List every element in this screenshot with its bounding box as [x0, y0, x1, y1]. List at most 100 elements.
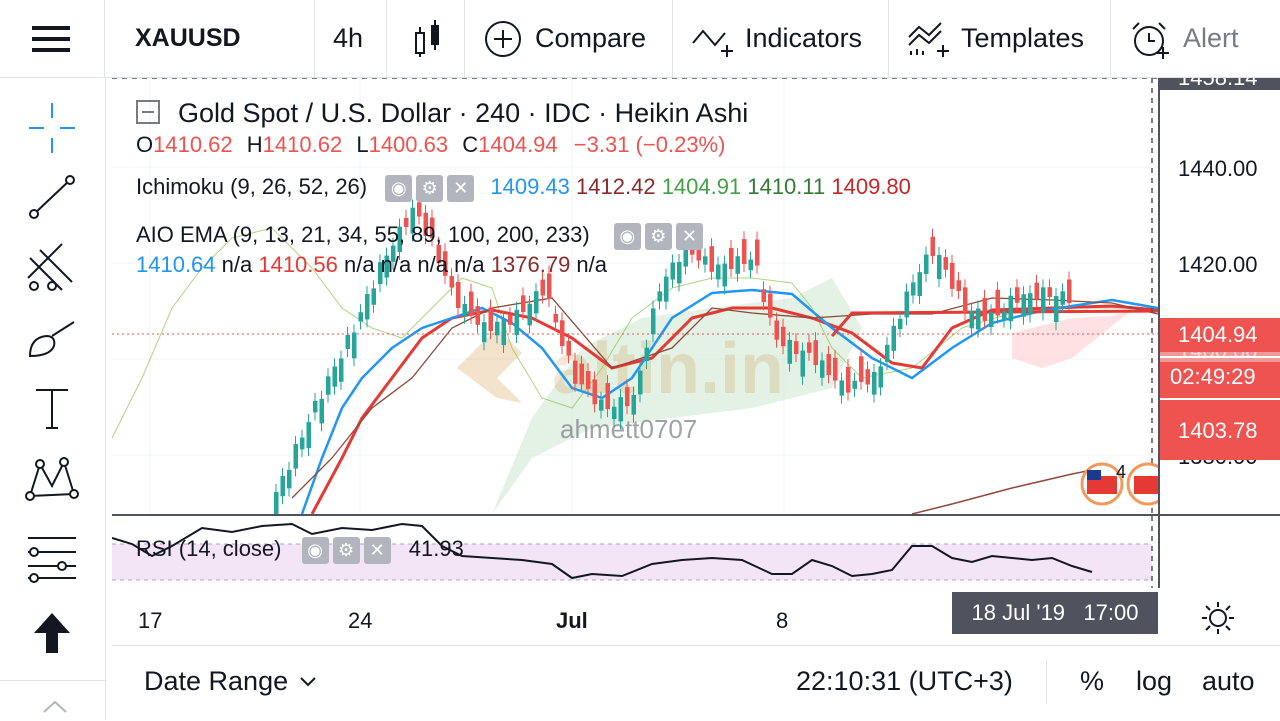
candle-body — [683, 244, 688, 267]
candle-body — [306, 422, 311, 449]
clock[interactable]: 22:10:31 (UTC+3) — [796, 666, 1013, 696]
indicators-button[interactable]: Indicators — [673, 0, 889, 77]
candle-body — [579, 363, 584, 385]
candle-body — [774, 320, 779, 340]
menu-button[interactable] — [0, 0, 105, 77]
candle-body — [384, 255, 389, 278]
current-price-tag: 1404.94 — [1160, 318, 1280, 352]
pattern-icon[interactable] — [22, 448, 82, 508]
time-tick: 24 — [348, 608, 373, 633]
candle-body — [371, 288, 376, 305]
candle-body — [280, 476, 285, 497]
candle-body — [742, 239, 747, 264]
candle-body — [651, 308, 656, 335]
close-icon[interactable]: ✕ — [447, 174, 475, 202]
price-tick: 1420.00 — [1178, 252, 1258, 277]
aio-ema-label: AIO EMA (9, 13, 21, 34, 55, 89, 100, 200… — [136, 222, 590, 247]
close-icon[interactable]: ✕ — [675, 222, 703, 250]
crosshair-icon[interactable] — [22, 98, 82, 158]
high-label: H — [246, 132, 263, 157]
trend-line-icon[interactable] — [22, 168, 82, 228]
ema-red-line — [310, 304, 1158, 514]
alert-button[interactable]: Alert — [1111, 0, 1280, 77]
events-count: 4 — [1116, 462, 1126, 482]
candle-body — [956, 280, 961, 292]
economic-events-badge[interactable]: 4 — [1080, 462, 1158, 506]
rsi-pane[interactable]: RSI (14, close) ◉ ⚙ ✕ 41.93 — [112, 516, 1158, 588]
ichimoku-label: Ichimoku (9, 26, 52, 26) — [136, 174, 368, 199]
price-axis[interactable]: 1458.14 1440.00 1420.00 1380.00 1404.94 … — [1158, 78, 1280, 588]
candle-body — [534, 291, 539, 314]
ichimoku-legend[interactable]: Ichimoku (9, 26, 52, 26) ◉ ⚙ ✕ 1409.43 141… — [136, 174, 911, 202]
candle-body — [891, 325, 896, 351]
candle-body — [748, 259, 753, 271]
candle-body — [865, 369, 870, 385]
candle-body — [456, 281, 461, 308]
ema-value-segment: 1410.64 — [136, 252, 216, 277]
chevron-up-icon[interactable] — [40, 696, 70, 716]
text-tool-icon[interactable] — [22, 378, 82, 438]
auto-toggle[interactable]: auto — [1202, 666, 1255, 696]
rsi-line — [112, 522, 1093, 580]
pane-separator[interactable] — [112, 514, 1280, 516]
candle-body — [1067, 279, 1072, 304]
candle-body — [553, 313, 558, 323]
candle-body — [332, 366, 337, 387]
interval-button[interactable]: 4h — [315, 0, 387, 77]
arrow-up-icon[interactable] — [22, 603, 82, 663]
candle-body — [540, 279, 545, 296]
percent-toggle[interactable]: % — [1080, 666, 1105, 696]
eye-icon[interactable]: ◉ — [613, 222, 641, 250]
candle-body — [852, 380, 857, 389]
sun-icon[interactable] — [1200, 600, 1236, 636]
candle-body — [878, 366, 883, 388]
candle-body — [358, 312, 363, 322]
ema-value-segment: n/a n/a n/a n/a — [337, 252, 491, 277]
templates-button[interactable]: Templates — [889, 0, 1111, 77]
open-value: 1410.62 — [153, 132, 233, 157]
candle-body — [547, 273, 552, 300]
gear-icon[interactable]: ⚙ — [416, 174, 444, 202]
brush-icon[interactable] — [22, 308, 82, 368]
date-range-button[interactable]: Date Range — [144, 666, 318, 697]
low-value: 1400.63 — [368, 132, 449, 157]
eye-icon[interactable]: ◉ — [301, 536, 329, 564]
compare-button[interactable]: Compare — [465, 0, 673, 77]
candle-body — [755, 239, 760, 266]
candle-body — [404, 217, 409, 227]
plus-circle-icon — [485, 20, 521, 57]
time-axis[interactable]: 17 24 Jul 8 18 Jul '19 17:00 — [112, 590, 1158, 645]
symbol-button[interactable]: XAUUSD — [105, 0, 315, 77]
candle-body — [560, 320, 565, 347]
candle-body — [963, 287, 968, 313]
candle-body — [592, 379, 597, 405]
close-label: C — [462, 132, 479, 157]
rsi-legend[interactable]: RSI (14, close) ◉ ⚙ ✕ 41.93 — [136, 536, 464, 564]
candle-body — [911, 282, 916, 296]
close-icon[interactable]: ✕ — [363, 536, 391, 564]
measure-icon[interactable] — [22, 528, 82, 588]
candle-body — [800, 350, 805, 377]
collapse-icon[interactable] — [136, 100, 160, 124]
candle-body — [930, 236, 935, 256]
gear-icon[interactable]: ⚙ — [644, 222, 672, 250]
main-chart-pane[interactable]: altin.in ahmett0707 4 Gold Spot / U.S. D… — [112, 78, 1158, 514]
eye-icon[interactable]: ◉ — [385, 174, 413, 202]
candle-body — [423, 212, 428, 236]
chart-type-button[interactable] — [387, 0, 465, 77]
candle-body — [319, 398, 324, 424]
log-toggle[interactable]: log — [1136, 666, 1173, 696]
ichimoku-conversion: 1409.43 — [490, 174, 570, 199]
candle-body — [813, 340, 818, 366]
pitchfork-icon[interactable] — [22, 238, 82, 298]
candle-body — [885, 344, 890, 362]
gear-icon[interactable]: ⚙ — [332, 536, 360, 564]
candle-body — [982, 297, 987, 321]
time-tick: 17 — [138, 608, 163, 633]
high-value: 1410.62 — [262, 132, 343, 157]
candle-body — [1028, 293, 1033, 315]
change-value: −3.31 (−0.23%) — [573, 132, 726, 157]
chevron-down-icon — [300, 676, 316, 686]
aio-ema-legend[interactable]: AIO EMA (9, 13, 21, 34, 55, 89, 100, 200… — [136, 222, 707, 250]
candle-body — [976, 308, 981, 330]
